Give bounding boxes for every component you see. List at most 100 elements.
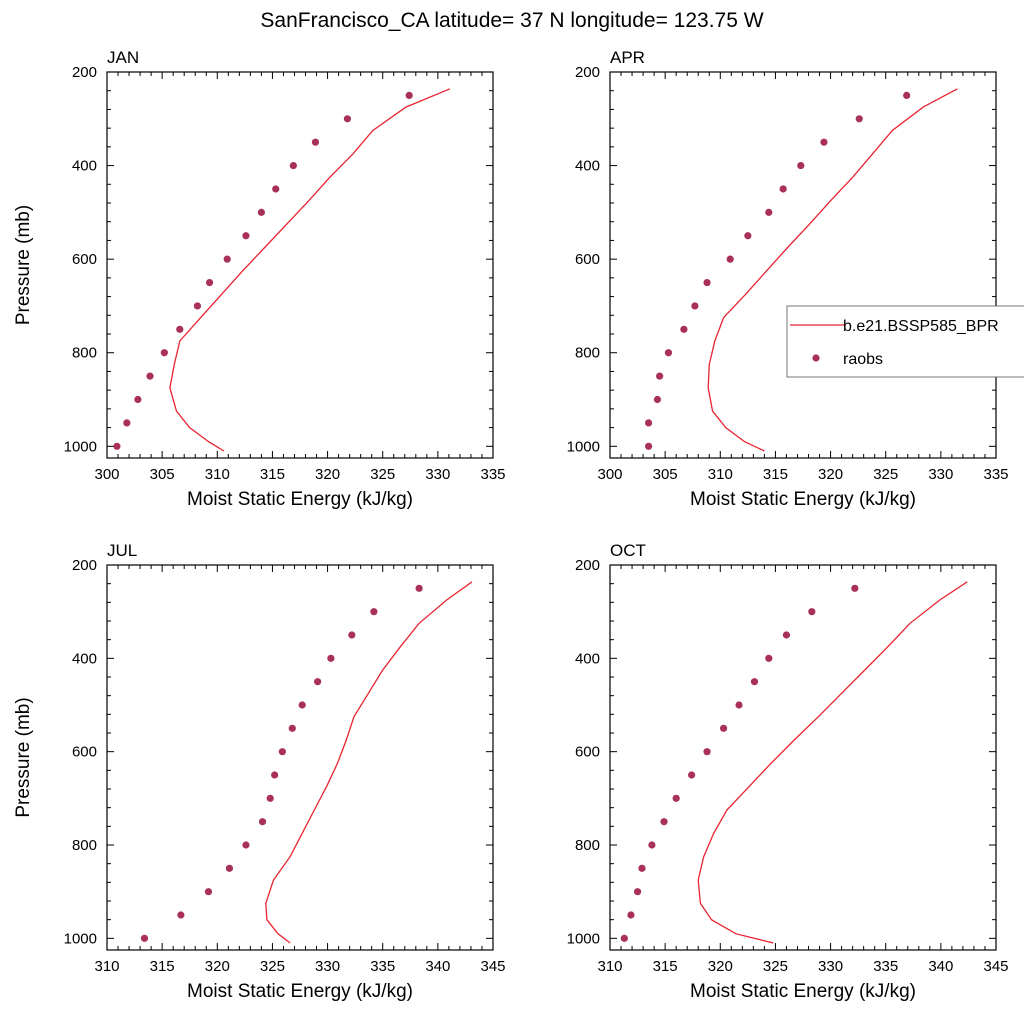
raobs-point (343, 115, 352, 123)
raobs-point (820, 138, 828, 146)
raobs-point (620, 934, 628, 942)
y-tick-label: 800 (575, 837, 600, 854)
x-tick-label: 315 (260, 466, 285, 483)
y-tick-label: 600 (72, 251, 97, 268)
legend-label-model: b.e21.BSSP585_BPR (843, 318, 999, 335)
raobs-point (205, 278, 214, 287)
raobs-point (298, 701, 306, 709)
raobs-point (257, 208, 265, 216)
x-tick-label: 315 (763, 466, 788, 483)
raobs-point (645, 442, 653, 450)
model-line (707, 88, 958, 452)
raobs-point (258, 818, 267, 826)
raobs-point (193, 302, 202, 310)
x-axis-label: Moist Static Energy (kJ/kg) (690, 981, 916, 1002)
raobs-point (204, 888, 213, 896)
x-tick-label: 310 (94, 958, 119, 975)
x-tick-label: 320 (818, 466, 843, 483)
raobs-point (691, 302, 699, 310)
raobs-point (744, 232, 752, 240)
panel-title: JUL (107, 541, 137, 560)
raobs-point (703, 278, 711, 287)
raobs-point (633, 888, 642, 896)
plot-frame (609, 71, 997, 459)
model-line (169, 88, 451, 452)
y-tick-label: 200 (72, 64, 97, 81)
raobs-point (779, 185, 787, 193)
model-line (697, 581, 968, 944)
x-tick-label: 310 (597, 958, 622, 975)
raobs-point (327, 654, 335, 662)
raobs-point (703, 748, 711, 756)
raobs-point (903, 91, 911, 99)
raobs-point (242, 232, 250, 240)
y-tick-label: 600 (575, 251, 600, 268)
raobs-point (660, 818, 668, 826)
raobs-point (645, 419, 653, 427)
y-tick-label: 200 (72, 557, 97, 574)
raobs-point (370, 608, 378, 616)
y-tick-label: 600 (72, 744, 97, 761)
raobs-point (272, 185, 280, 193)
y-tick-label: 400 (72, 650, 97, 667)
y-tick-label: 400 (575, 158, 600, 175)
raobs-point (782, 631, 791, 639)
raobs-point (160, 349, 168, 357)
raobs-point (415, 584, 423, 592)
plot-frame (106, 564, 494, 951)
raobs-point (726, 255, 734, 263)
y-tick-label: 800 (575, 345, 600, 362)
raobs-point (648, 841, 656, 849)
panel-jan: 300 305 310 315 320 325 330 335 200 400 600 800 1000… (13, 48, 506, 510)
raobs-point (851, 584, 859, 592)
x-tick-label: 330 (818, 958, 843, 975)
x-tick-label: 320 (708, 958, 733, 975)
panel-title: OCT (610, 541, 646, 560)
y-axis-label: Pressure (mb) (13, 697, 34, 817)
y-tick-label: 800 (72, 837, 97, 854)
panel-oct: 310 315 320 325 330 335 340 345 200 400 600 800 1000… (567, 541, 1009, 1002)
plot-frame (609, 564, 997, 951)
raobs-point (765, 208, 773, 216)
x-tick-label: 335 (983, 466, 1008, 483)
raobs-point (405, 91, 413, 99)
x-tick-label: 300 (94, 466, 119, 483)
x-axis-label: Moist Static Energy (kJ/kg) (690, 489, 916, 510)
y-tick-label: 200 (575, 557, 600, 574)
x-tick-label: 335 (480, 466, 505, 483)
raobs-point (638, 864, 646, 872)
x-tick-label: 300 (597, 466, 622, 483)
raobs-point (266, 794, 274, 802)
x-tick-label: 315 (653, 958, 678, 975)
panels: 300 305 310 315 320 325 330 335 200 400 600 800 1000… (13, 48, 1009, 1002)
x-tick-label: 345 (983, 958, 1008, 975)
raobs-point (271, 771, 279, 779)
raobs-point (278, 748, 286, 756)
x-tick-label: 340 (928, 958, 953, 975)
y-axis-label: Pressure (mb) (13, 205, 34, 325)
raobs-point (672, 794, 680, 802)
raobs-point (113, 442, 121, 450)
plot-frame (106, 71, 494, 459)
raobs-point (664, 349, 673, 357)
x-axis-label: Moist Static Energy (kJ/kg) (187, 981, 413, 1002)
raobs-point (808, 608, 816, 616)
raobs-point (797, 161, 805, 170)
raobs-point (750, 678, 759, 686)
x-tick-label: 330 (928, 466, 953, 483)
raobs-point (288, 724, 296, 732)
y-tick-label: 600 (575, 744, 600, 761)
x-tick-label: 310 (708, 466, 733, 483)
y-tick-label: 1000 (567, 930, 600, 947)
raobs-point (140, 934, 149, 942)
x-tick-label: 305 (653, 466, 678, 483)
y-tick-label: 400 (575, 650, 600, 667)
x-tick-label: 325 (260, 958, 285, 975)
panel-title: JAN (107, 48, 139, 67)
raobs-point (656, 372, 664, 380)
raobs-point (176, 325, 184, 333)
raobs-point (688, 771, 696, 779)
